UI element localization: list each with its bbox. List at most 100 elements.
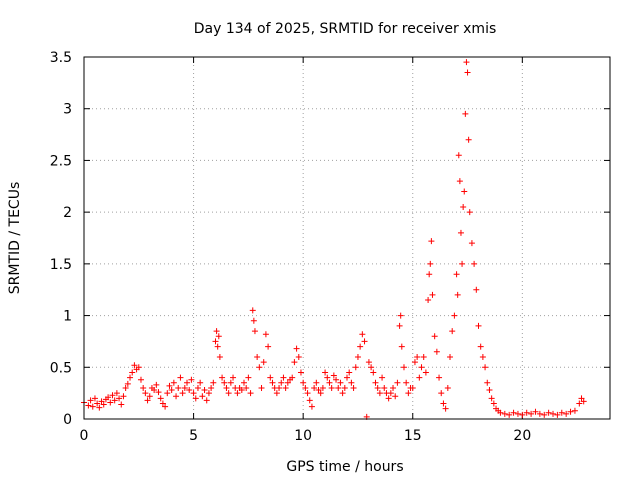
data-point [260, 359, 267, 366]
data-point [523, 409, 530, 416]
data-point [341, 384, 348, 391]
data-point [113, 390, 120, 397]
data-point [344, 374, 350, 381]
x-tick-label: 20 [513, 428, 531, 444]
data-point [403, 379, 410, 386]
data-point [427, 260, 434, 267]
data-point [348, 379, 355, 386]
data-point [124, 380, 131, 387]
data-point [280, 374, 287, 381]
data-point [396, 322, 403, 329]
data-point [459, 260, 466, 267]
data-point [411, 359, 418, 366]
data-point [240, 379, 247, 386]
data-point [390, 384, 397, 391]
data-point [159, 400, 166, 407]
data-point [473, 286, 480, 293]
data-point [333, 376, 340, 383]
data-point [558, 409, 565, 416]
data-point [394, 379, 401, 386]
data-point [550, 410, 557, 417]
data-point [392, 393, 399, 400]
data-point [461, 188, 468, 195]
data-point [455, 152, 462, 159]
data-point [129, 369, 136, 376]
data-point [142, 390, 149, 397]
y-tick-label: 1 [63, 309, 72, 325]
data-point [166, 382, 173, 389]
x-tick-label: 0 [80, 428, 89, 444]
data-point [442, 405, 449, 412]
data-point [284, 379, 291, 386]
data-point [164, 390, 171, 397]
data-point [282, 384, 289, 391]
data-point [213, 328, 220, 335]
data-point [100, 401, 107, 408]
data-point [256, 364, 263, 371]
data-point [477, 343, 484, 350]
data-point [243, 384, 250, 391]
data-point [486, 387, 493, 394]
data-point [269, 379, 276, 386]
data-point [428, 238, 435, 245]
data-point [436, 374, 443, 381]
data-point [144, 397, 151, 404]
data-point [295, 353, 302, 360]
y-tick-label: 3 [63, 102, 72, 118]
data-point [111, 397, 118, 404]
data-point [354, 353, 361, 360]
data-point [205, 390, 212, 397]
data-point [440, 400, 447, 407]
data-point [409, 384, 416, 391]
data-point [199, 393, 206, 400]
data-point [197, 379, 204, 386]
data-point [186, 387, 193, 394]
data-point [127, 374, 134, 381]
data-point [306, 397, 313, 404]
data-point [137, 376, 144, 383]
chart-title: Day 134 of 2025, SRMTID for receiver xmi… [194, 21, 497, 37]
data-point [249, 307, 256, 314]
data-point [567, 408, 574, 415]
data-point [322, 369, 329, 376]
data-point [578, 395, 585, 402]
data-point [245, 374, 252, 381]
data-point [201, 387, 208, 394]
y-tick-label: 2 [63, 205, 72, 221]
data-point [465, 136, 472, 143]
data-point [304, 390, 311, 397]
y-tick-label: 1.5 [50, 257, 72, 273]
data-point [146, 393, 153, 400]
data-point [238, 387, 245, 394]
data-point [188, 376, 195, 383]
data-point [359, 331, 366, 338]
data-point [98, 398, 105, 405]
gridlines [84, 57, 610, 419]
data-point [109, 392, 116, 399]
data-point [488, 395, 495, 402]
data-point [416, 374, 423, 381]
data-point [116, 395, 123, 402]
data-point [190, 390, 197, 397]
data-point [330, 372, 337, 379]
data-point [221, 379, 228, 386]
data-point [563, 410, 570, 417]
data-points [81, 59, 587, 420]
x-tick-label: 5 [189, 428, 198, 444]
data-point [177, 374, 184, 381]
data-point [449, 328, 456, 335]
data-point [365, 359, 372, 366]
data-point [181, 384, 188, 391]
data-point [405, 390, 412, 397]
data-point [170, 379, 177, 386]
data-point [276, 384, 283, 391]
data-point [397, 312, 404, 319]
data-point [501, 410, 508, 417]
data-point [300, 379, 307, 386]
data-point [368, 364, 375, 371]
data-point [210, 379, 217, 386]
data-point [162, 403, 169, 410]
data-point [447, 353, 454, 360]
data-point [463, 59, 470, 66]
data-point [425, 297, 432, 304]
